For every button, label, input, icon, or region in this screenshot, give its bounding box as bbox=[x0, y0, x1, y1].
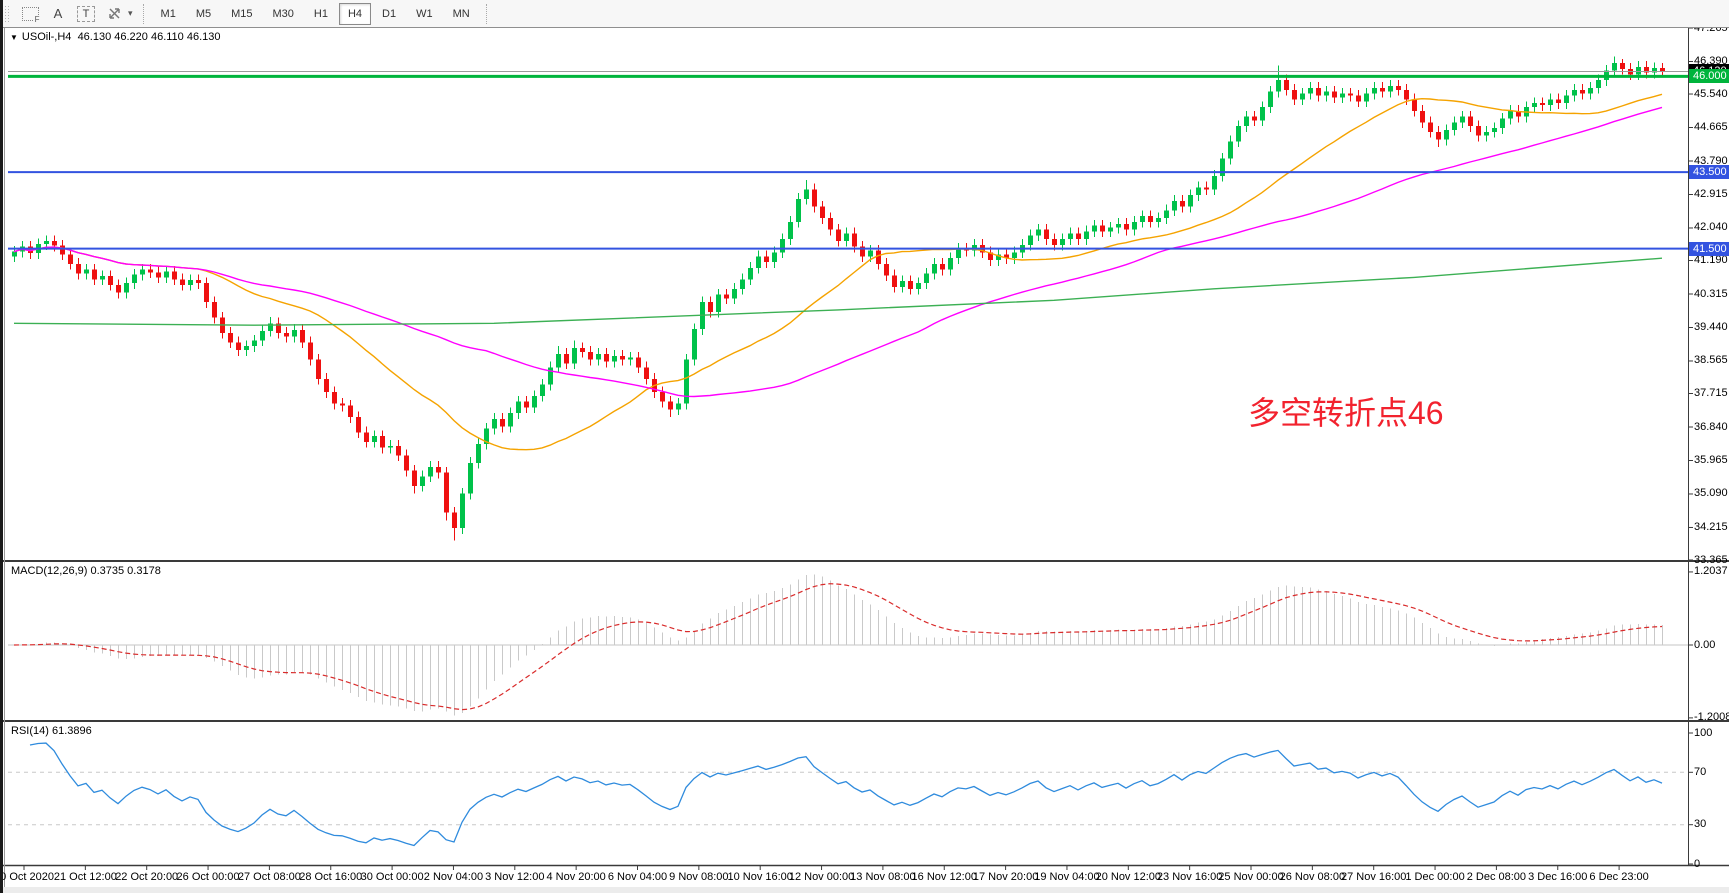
time-axis-label: 13 Nov 08:00 bbox=[850, 871, 916, 883]
timeframe-button-M5[interactable]: M5 bbox=[195, 7, 212, 20]
rsi-axis-label: 30 bbox=[1694, 818, 1707, 831]
price-axis-label: 41.190 bbox=[1694, 254, 1728, 266]
time-axis-label: 27 Oct 08:00 bbox=[237, 871, 301, 883]
grid-f-letter: F bbox=[33, 14, 40, 24]
rsi-line bbox=[29, 742, 1663, 847]
time-axis-label: 30 Oct 00:00 bbox=[360, 871, 424, 883]
macd-signal-line bbox=[13, 583, 1663, 711]
time-axis-label: 12 Nov 00:00 bbox=[788, 871, 855, 883]
macd-label: MACD(12,26,9) 0.3735 0.3178 bbox=[11, 565, 161, 577]
toolbar: F A T ▾ M1 M5 M15 M30 H1 H4 D1 W1 MN bbox=[0, 0, 1729, 28]
window-bottom-edge bbox=[0, 887, 1729, 893]
level-price-tag-41.500: 41.500 bbox=[1689, 241, 1729, 256]
time-axis-label: 21 Oct 12:00 bbox=[53, 871, 117, 883]
time-axis-label: 20 Nov 12:00 bbox=[1095, 871, 1162, 883]
timeframe-button-M1[interactable]: M1 bbox=[160, 7, 176, 20]
grid-icon: F bbox=[21, 6, 40, 24]
ma-fast-line bbox=[13, 93, 1663, 451]
time-axis-label: 17 Nov 20:00 bbox=[972, 871, 1039, 883]
time-axis-label: 25 Nov 00:00 bbox=[1218, 871, 1284, 883]
time-axis-label: 20 Oct 2020 bbox=[0, 871, 54, 883]
time-axis-label: 26 Nov 08:00 bbox=[1279, 871, 1346, 883]
timeframe-button-H4[interactable]: H4 bbox=[338, 2, 372, 25]
timeframe-button-M30[interactable]: M30 bbox=[272, 7, 294, 20]
price-axis-label: 37.715 bbox=[1694, 387, 1728, 399]
text-box-icon[interactable]: T bbox=[73, 2, 99, 26]
level-price-tag-46.000: 46.000 bbox=[1689, 69, 1729, 84]
timeframe-button-D1[interactable]: D1 bbox=[382, 7, 397, 20]
time-axis-label: 1 Dec 00:00 bbox=[1405, 871, 1465, 883]
time-axis-label: 26 Oct 00:00 bbox=[176, 871, 240, 883]
ma-medium-line bbox=[13, 106, 1663, 398]
timeframe-buttons: M1 M5 M15 M30 H1 H4 D1 W1 MN bbox=[151, 0, 480, 27]
time-axis-label: 9 Nov 08:00 bbox=[669, 871, 729, 883]
time-axis-label: 23 Nov 16:00 bbox=[1156, 871, 1223, 883]
time-axis-label: 6 Nov 04:00 bbox=[607, 871, 668, 883]
time-axis-label: 27 Nov 16:00 bbox=[1340, 871, 1407, 883]
price-axis-label: 35.965 bbox=[1694, 453, 1728, 466]
time-axis-label: 2 Nov 04:00 bbox=[423, 871, 484, 883]
macd-axis-label: 1.2037 bbox=[1694, 565, 1728, 578]
rsi-axis-label: 0 bbox=[1694, 857, 1701, 870]
timeframe-button-W1[interactable]: W1 bbox=[416, 7, 433, 20]
dropdown-caret-icon[interactable]: ▾ bbox=[128, 8, 133, 18]
price-axis-label: 33.365 bbox=[1694, 553, 1728, 566]
time-axis-label: 3 Dec 16:00 bbox=[1528, 871, 1588, 883]
time-axis-label: 19 Nov 04:00 bbox=[1034, 871, 1100, 883]
price-axis-label: 42.915 bbox=[1694, 187, 1728, 200]
price-axis-label: 40.315 bbox=[1694, 287, 1728, 300]
text-box-frame: T bbox=[77, 5, 95, 22]
price-axis-label: 43.790 bbox=[1694, 154, 1728, 167]
time-axis-label: 28 Oct 16:00 bbox=[299, 871, 363, 883]
chart-annotation-text[interactable]: 多空转折点46 bbox=[1248, 395, 1444, 431]
rsi-axis-label: 70 bbox=[1694, 765, 1707, 778]
ohlc-readout: 46.130 46.220 46.110 46.130 bbox=[77, 31, 221, 43]
price-axis-label: 45.540 bbox=[1694, 87, 1728, 100]
price-axis-label: 46.390 bbox=[1694, 54, 1728, 67]
timeframe-button-M15[interactable]: M15 bbox=[231, 7, 253, 20]
rsi-label: RSI(14) 61.3896 bbox=[11, 725, 92, 737]
macd-histogram bbox=[22, 574, 1663, 716]
price-axis-label: 42.040 bbox=[1694, 221, 1728, 234]
arrows-icon[interactable] bbox=[101, 2, 127, 26]
candles-layer bbox=[12, 56, 1665, 541]
price-axis-label: 35.090 bbox=[1694, 487, 1728, 500]
price-axis-label: 38.565 bbox=[1694, 354, 1728, 367]
level-price-tag-43.500: 43.500 bbox=[1689, 165, 1729, 180]
price-axis-label: 39.440 bbox=[1694, 320, 1728, 333]
macd-axis-label: -1.2008 bbox=[1694, 711, 1729, 724]
time-axis-label: 2 Dec 08:00 bbox=[1466, 871, 1527, 883]
arrows-glyph bbox=[108, 8, 120, 19]
toolbar-drag-handle[interactable] bbox=[4, 4, 10, 23]
macd-axis-label: 0.00 bbox=[1694, 638, 1716, 651]
window-left-border bbox=[0, 0, 3, 893]
time-axis-label: 10 Nov 16:00 bbox=[727, 871, 793, 883]
rsi-axis-label: 100 bbox=[1694, 726, 1713, 739]
text-label-icon[interactable]: A bbox=[53, 6, 63, 21]
time-axis-label: 4 Nov 20:00 bbox=[546, 871, 606, 883]
grid-f-icon[interactable]: F bbox=[17, 2, 43, 26]
symbol-period-label: USOil-,H4 bbox=[21, 31, 72, 43]
toolbar-separator bbox=[485, 3, 488, 24]
toolbar-separator bbox=[142, 3, 145, 24]
price-axis-label: 36.840 bbox=[1694, 420, 1728, 433]
time-axis-label: 22 Oct 20:00 bbox=[115, 871, 179, 883]
price-axis-label: 34.215 bbox=[1694, 520, 1728, 533]
time-axis-label: 16 Nov 12:00 bbox=[911, 871, 977, 883]
time-axis-label: 6 Dec 23:00 bbox=[1589, 871, 1649, 883]
timeframe-button-MN[interactable]: MN bbox=[452, 7, 470, 20]
timeframe-button-H1[interactable]: H1 bbox=[313, 7, 328, 20]
symbol-dropdown-icon[interactable]: ▼ bbox=[10, 33, 18, 42]
ma-slow-line bbox=[13, 257, 1663, 326]
price-axis-label: 44.665 bbox=[1694, 121, 1728, 133]
chart-symbol-title: ▼ USOil-,H4 46.130 46.220 46.110 46.130 bbox=[10, 31, 221, 43]
time-axis-label: 3 Nov 12:00 bbox=[485, 871, 545, 883]
